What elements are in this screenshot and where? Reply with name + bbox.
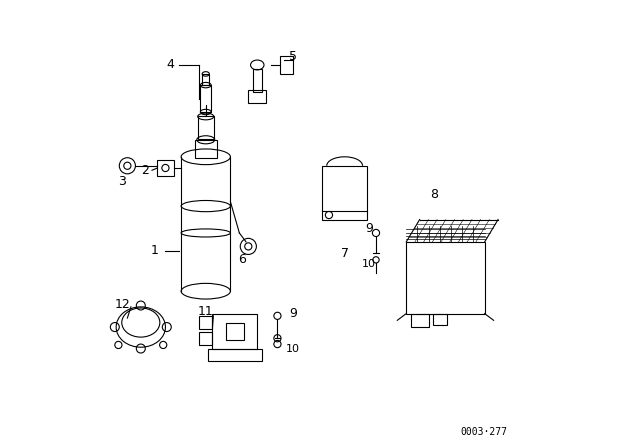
Text: 10: 10 [362, 259, 376, 269]
Bar [202, 74, 209, 85]
Text: 9: 9 [365, 222, 373, 235]
Bar [198, 116, 214, 139]
Bar [157, 160, 173, 176]
Text: 1: 1 [150, 244, 158, 258]
Bar [253, 69, 262, 92]
Bar [195, 140, 217, 158]
Bar [226, 323, 244, 340]
Bar [248, 90, 266, 103]
Bar [323, 166, 367, 220]
Text: 5: 5 [289, 49, 297, 63]
Text: 4: 4 [166, 58, 174, 72]
Bar [280, 56, 293, 74]
Text: 7: 7 [340, 246, 349, 260]
Bar [199, 316, 212, 329]
Text: 6: 6 [237, 253, 246, 267]
Bar [208, 349, 262, 361]
Text: 9: 9 [289, 307, 297, 320]
Bar [406, 242, 484, 314]
Text: 10: 10 [286, 345, 300, 354]
Text: 11: 11 [198, 305, 214, 318]
Text: 8: 8 [430, 188, 438, 202]
Bar [433, 314, 447, 325]
Text: 2: 2 [141, 164, 149, 177]
Bar [411, 314, 429, 327]
Bar [199, 332, 212, 345]
Bar [212, 314, 257, 349]
Text: 0003·277: 0003·277 [460, 427, 507, 437]
Bar [200, 85, 211, 112]
Text: 3: 3 [118, 175, 126, 188]
Text: 12: 12 [115, 298, 131, 311]
